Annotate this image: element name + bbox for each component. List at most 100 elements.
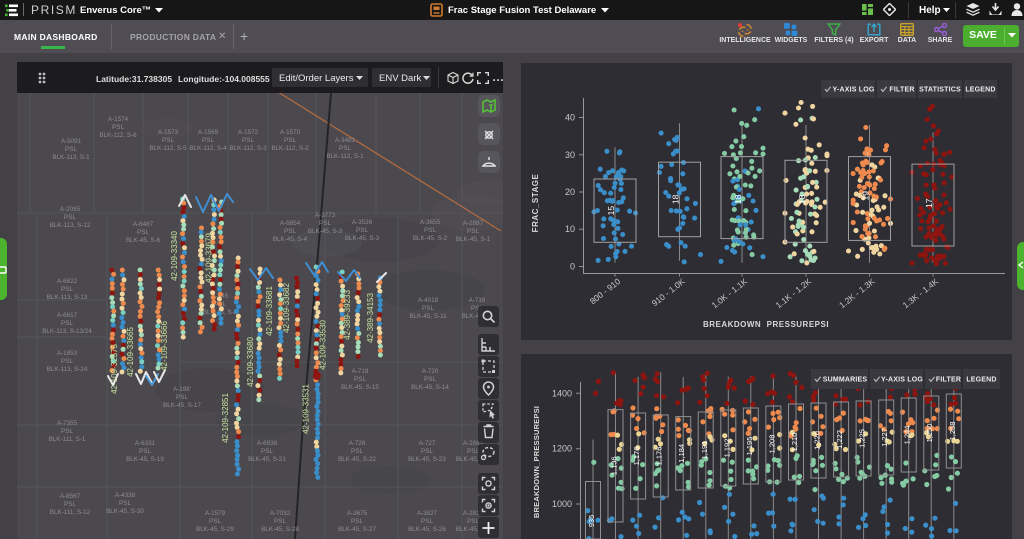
svg-text:PSL: PSL — [354, 376, 366, 383]
svg-text:A-726: A-726 — [349, 440, 366, 447]
svg-text:LEGEND: LEGEND — [965, 87, 995, 94]
svg-text:1,208: 1,208 — [767, 435, 776, 454]
svg-text:BREAKDOWN PRESSUREPSI: BREAKDOWN PRESSUREPSI — [703, 320, 829, 329]
svg-text:A-4018: A-4018 — [418, 297, 439, 304]
svg-text:0: 0 — [570, 262, 575, 272]
svg-text:BLK-45, S-6: BLK-45, S-6 — [126, 237, 161, 244]
svg-text:BREAKDOWN_PRESSUREPSI: BREAKDOWN_PRESSUREPSI — [532, 406, 541, 518]
svg-text:1000: 1000 — [552, 499, 572, 509]
svg-text:1,176: 1,176 — [655, 447, 664, 466]
svg-text:10: 10 — [565, 224, 575, 234]
svg-text:PSL: PSL — [202, 137, 214, 144]
svg-text:1,192: 1,192 — [722, 439, 731, 458]
svg-text:PSL: PSL — [356, 227, 368, 234]
svg-text:PSL: PSL — [424, 227, 436, 234]
svg-text:A-3655: A-3655 — [420, 219, 441, 226]
svg-text:Y-AXIS LOG: Y-AXIS LOG — [881, 377, 923, 384]
svg-text:A-6938: A-6938 — [257, 440, 278, 447]
svg-text:PSL: PSL — [284, 137, 296, 144]
svg-text:BLK-112, S-3: BLK-112, S-3 — [229, 145, 267, 152]
svg-text:BLK-112, S-1: BLK-112, S-1 — [326, 153, 364, 160]
svg-text:LEGEND: LEGEND — [966, 377, 996, 384]
svg-text:PSL: PSL — [65, 146, 77, 153]
svg-text:42-109-33340: 42-109-33340 — [170, 231, 179, 281]
svg-text:A-1572: A-1572 — [238, 129, 259, 136]
svg-text:BLK-45, S-2: BLK-45, S-2 — [413, 235, 448, 242]
svg-text:42-109-33681: 42-109-33681 — [265, 286, 274, 336]
svg-text:A-3536: A-3536 — [352, 219, 373, 226]
svg-text:A-2085: A-2085 — [60, 206, 81, 213]
svg-text:BLK-45, S-14: BLK-45, S-14 — [411, 384, 449, 391]
svg-text:1,191: 1,191 — [700, 441, 709, 460]
svg-text:Y-AXIS LOG: Y-AXIS LOG — [832, 87, 874, 94]
svg-text:BLK-112, S-4: BLK-112, S-4 — [189, 145, 227, 152]
svg-text:42-389-34153: 42-389-34153 — [366, 293, 375, 343]
svg-text:FILTER: FILTER — [889, 87, 914, 94]
svg-text:1,244: 1,244 — [903, 426, 912, 445]
svg-text:A-716: A-716 — [469, 297, 486, 304]
svg-text:18: 18 — [797, 194, 807, 204]
svg-text:PSL: PSL — [319, 220, 331, 227]
svg-text:42-109-33531: 42-109-33531 — [302, 384, 311, 434]
svg-text:SUMMARIES: SUMMARIES — [823, 377, 868, 384]
svg-text:BLK-45, S-21: BLK-45, S-21 — [248, 456, 286, 463]
svg-text:A-198': A-198' — [173, 386, 191, 393]
svg-text:PSL: PSL — [61, 320, 73, 327]
svg-text:18: 18 — [733, 194, 743, 204]
svg-text:BLK-45, S-: BLK-45, S- — [462, 313, 493, 320]
svg-text:42-109-33530: 42-109-33530 — [319, 320, 328, 370]
svg-text:A-2819: A-2819 — [463, 510, 484, 517]
svg-text:PSL: PSL — [112, 124, 124, 131]
svg-text:A-7355: A-7355 — [57, 420, 78, 427]
svg-text:PSL: PSL — [422, 305, 434, 312]
svg-text:1,195: 1,195 — [745, 437, 754, 456]
svg-text:42-109-33680: 42-109-33680 — [246, 337, 255, 387]
svg-text:1,136: 1,136 — [610, 456, 619, 475]
svg-text:PSL: PSL — [421, 448, 433, 455]
svg-text:42-109-33679: 42-109-33679 — [205, 233, 214, 283]
svg-text:BLK-45, S-27: BLK-45, S-27 — [338, 526, 376, 533]
svg-text:1,258: 1,258 — [948, 422, 957, 441]
svg-text:BLK-113, S-24: BLK-113, S-24 — [47, 366, 88, 373]
svg-text:A-6817: A-6817 — [57, 312, 78, 319]
svg-text:PSL: PSL — [467, 448, 479, 455]
svg-text:BLK-45, S-22: BLK-45, S-22 — [338, 456, 376, 463]
svg-text:BLK-111, S-1: BLK-111, S-1 — [49, 436, 86, 443]
svg-text:BLK-112, S-5: BLK-112, S-5 — [149, 145, 187, 152]
svg-text:A-1569: A-1569 — [198, 129, 219, 136]
svg-text:A-6822: A-6822 — [57, 278, 78, 285]
svg-text:FRAC_STAGE: FRAC_STAGE — [531, 174, 540, 233]
svg-text:A-6331: A-6331 — [135, 440, 156, 447]
svg-text:A-4338: A-4338 — [115, 492, 136, 499]
svg-text:PSL: PSL — [261, 448, 273, 455]
svg-text:A-1853: A-1853 — [57, 350, 78, 357]
svg-text:A-8487: A-8487 — [133, 221, 154, 228]
svg-text:PSL: PSL — [339, 145, 351, 152]
svg-text:BLK-45, S-2: BLK-45, S-2 — [456, 526, 491, 533]
svg-text:PSL: PSL — [139, 448, 151, 455]
svg-text:PSL: PSL — [209, 518, 221, 525]
svg-text:A-3481: A-3481 — [335, 137, 356, 144]
svg-text:PSL: PSL — [284, 228, 296, 235]
svg-text:1,250: 1,250 — [925, 424, 934, 443]
svg-text:20: 20 — [565, 187, 575, 197]
svg-text:BLK-45, S-3: BLK-45, S-3 — [345, 235, 380, 242]
svg-text:BLK-45, S-23: BLK-45, S-23 — [408, 456, 446, 463]
svg-text:PSL: PSL — [162, 137, 174, 144]
svg-text:40: 40 — [565, 113, 575, 123]
svg-text:BLK-113, S-13: BLK-113, S-13 — [47, 294, 88, 301]
svg-text:A-3827: A-3827 — [417, 510, 438, 517]
svg-text:42-109-32851: 42-109-32851 — [221, 393, 230, 443]
svg-text:BLK-45, S-28: BLK-45, S-28 — [261, 526, 299, 533]
svg-text:PSL: PSL — [64, 501, 76, 508]
svg-text:A-3773: A-3773 — [315, 212, 336, 219]
svg-text:PSL: PSL — [176, 394, 188, 401]
svg-text:42-109-33665: 42-109-33665 — [126, 327, 135, 377]
svg-text:1,210: 1,210 — [790, 433, 799, 452]
svg-text:BLK-45, S-30: BLK-45, S-30 — [106, 508, 144, 515]
svg-text:BLK-45, S-2: BLK-45, S-2 — [456, 456, 491, 463]
svg-text:A-8567: A-8567 — [60, 493, 81, 500]
svg-text:BLK-112, S-2: BLK-112, S-2 — [271, 145, 309, 152]
svg-text:A-1573: A-1573 — [158, 129, 179, 136]
svg-text:A-2889: A-2889 — [463, 440, 484, 447]
